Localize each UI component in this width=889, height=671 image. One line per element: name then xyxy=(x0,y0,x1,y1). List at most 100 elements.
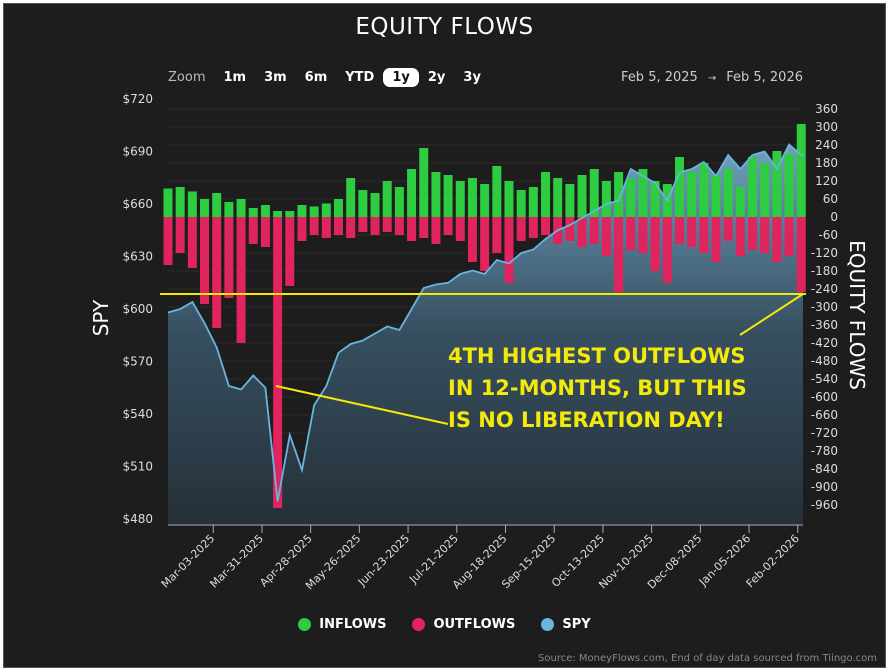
right-tick-label: -660 xyxy=(811,408,838,422)
x-tick-label: Jun-23-2025 xyxy=(355,532,412,589)
right-tick-label: -180 xyxy=(811,264,838,278)
left-tick-label: $540 xyxy=(122,407,153,421)
right-tick-label: 180 xyxy=(815,156,838,170)
inflow-bar xyxy=(504,181,514,217)
outflow-bar xyxy=(662,217,672,283)
right-axis-title: EQUITY FLOWS xyxy=(845,240,869,390)
annotation-text: 4TH HIGHEST OUTFLOWS IN 12-MONTHS, BUT T… xyxy=(448,340,747,436)
left-tick-label: $570 xyxy=(122,355,153,369)
legend-label: SPY xyxy=(562,617,591,632)
inflow-bar xyxy=(772,151,782,217)
outflow-bar xyxy=(187,217,197,268)
outflow-bar xyxy=(285,217,295,286)
left-tick-label: $690 xyxy=(122,145,153,159)
zoom-3y-button[interactable]: 3y xyxy=(463,70,481,85)
outflow-bar xyxy=(346,217,356,238)
outflow-bar xyxy=(260,217,270,247)
range-to[interactable]: Feb 5, 2026 xyxy=(726,70,803,85)
outflow-bar xyxy=(455,217,465,241)
inflow-bar xyxy=(431,172,441,217)
legend-inflows[interactable]: INFLOWS xyxy=(298,617,386,632)
outflow-bar xyxy=(358,217,368,232)
inflow-bar xyxy=(528,187,538,217)
inflows-dot-icon xyxy=(298,618,312,631)
spy-line xyxy=(167,143,803,502)
outflow-bar xyxy=(394,217,404,235)
inflow-bar xyxy=(260,205,270,217)
legend-label: OUTFLOWS xyxy=(433,617,516,632)
zoom-3m-button[interactable]: 3m xyxy=(264,70,287,85)
zoom-1y-button[interactable]: 1y xyxy=(383,68,419,87)
outflow-bar xyxy=(711,217,721,262)
legend: INFLOWS OUTFLOWS SPY xyxy=(0,617,889,632)
zoom-ytd-button[interactable]: YTD xyxy=(345,70,375,85)
inflow-bar xyxy=(748,157,758,217)
outflow-bar xyxy=(565,217,575,241)
inflow-bar xyxy=(735,187,745,217)
zoom-6m-button[interactable]: 6m xyxy=(304,70,328,85)
outflow-bar xyxy=(492,217,502,253)
source-note: Source: MoneyFlows.com, End of day data … xyxy=(538,653,877,664)
inflow-bar xyxy=(565,184,575,217)
zoom-bar: Zoom 1m 3m 6m YTD 1y 2y 3y xyxy=(168,68,490,87)
outflow-bar xyxy=(748,217,758,250)
outflow-bar xyxy=(200,217,210,304)
right-tick-label: -600 xyxy=(811,390,838,404)
right-tick-label: -360 xyxy=(811,318,838,332)
left-axis-title: SPY xyxy=(89,299,113,336)
inflow-bar xyxy=(541,172,551,217)
outflow-bar xyxy=(735,217,745,256)
inflow-bar xyxy=(650,181,660,217)
outflow-bar xyxy=(638,217,648,253)
outflow-bar xyxy=(796,217,806,292)
outflow-bar xyxy=(370,217,380,235)
zoom-1m-button[interactable]: 1m xyxy=(223,70,247,85)
legend-spy[interactable]: SPY xyxy=(541,617,591,632)
inflow-bar xyxy=(273,211,283,217)
inflow-bar xyxy=(687,172,697,217)
inflow-bar xyxy=(236,199,246,217)
inflow-bar xyxy=(589,169,599,217)
outflow-bar xyxy=(419,217,429,238)
outflow-bar xyxy=(407,217,417,241)
inflow-bar xyxy=(419,148,429,217)
inflow-bar xyxy=(382,181,392,217)
inflow-bar xyxy=(711,175,721,217)
inflow-bar xyxy=(699,163,709,217)
outflow-bar xyxy=(273,217,283,508)
inflow-bar xyxy=(626,178,636,217)
right-tick-label: -720 xyxy=(811,426,838,440)
date-range: Feb 5, 2025 → Feb 5, 2026 xyxy=(621,70,803,85)
inflow-bar xyxy=(346,178,356,217)
legend-outflows[interactable]: OUTFLOWS xyxy=(412,617,515,632)
inflow-bar xyxy=(492,166,502,217)
inflow-bar xyxy=(187,191,197,217)
inflow-bar xyxy=(553,178,563,217)
right-tick-label: 0 xyxy=(830,210,838,224)
left-tick-label: $630 xyxy=(122,250,153,264)
left-tick-label: $510 xyxy=(122,460,153,474)
inflow-bar xyxy=(224,202,234,217)
right-tick-label: 120 xyxy=(815,174,838,188)
inflow-bar xyxy=(638,169,648,217)
inflow-bar xyxy=(614,172,624,217)
annotation-line-1: 4TH HIGHEST OUTFLOWS xyxy=(448,344,746,368)
outflow-bar xyxy=(723,217,733,241)
outflow-bar xyxy=(784,217,794,256)
annotation-pointer xyxy=(739,293,804,336)
inflow-bar xyxy=(407,169,417,217)
inflow-bar xyxy=(333,199,343,217)
range-from[interactable]: Feb 5, 2025 xyxy=(621,70,698,85)
right-tick-label: -480 xyxy=(811,354,838,368)
zoom-2y-button[interactable]: 2y xyxy=(427,70,446,85)
right-tick-label: 240 xyxy=(815,138,838,152)
left-tick-label: $600 xyxy=(122,302,153,316)
annotation-line-3: IS NO LIBERATION DAY! xyxy=(448,408,725,432)
outflow-bar xyxy=(614,217,624,292)
outflow-bar xyxy=(480,217,490,271)
outflow-bar xyxy=(601,217,611,256)
outflow-bar xyxy=(163,217,173,265)
left-tick-label: $720 xyxy=(122,92,153,106)
inflow-bar xyxy=(297,205,307,217)
right-tick-label: 60 xyxy=(823,192,838,206)
